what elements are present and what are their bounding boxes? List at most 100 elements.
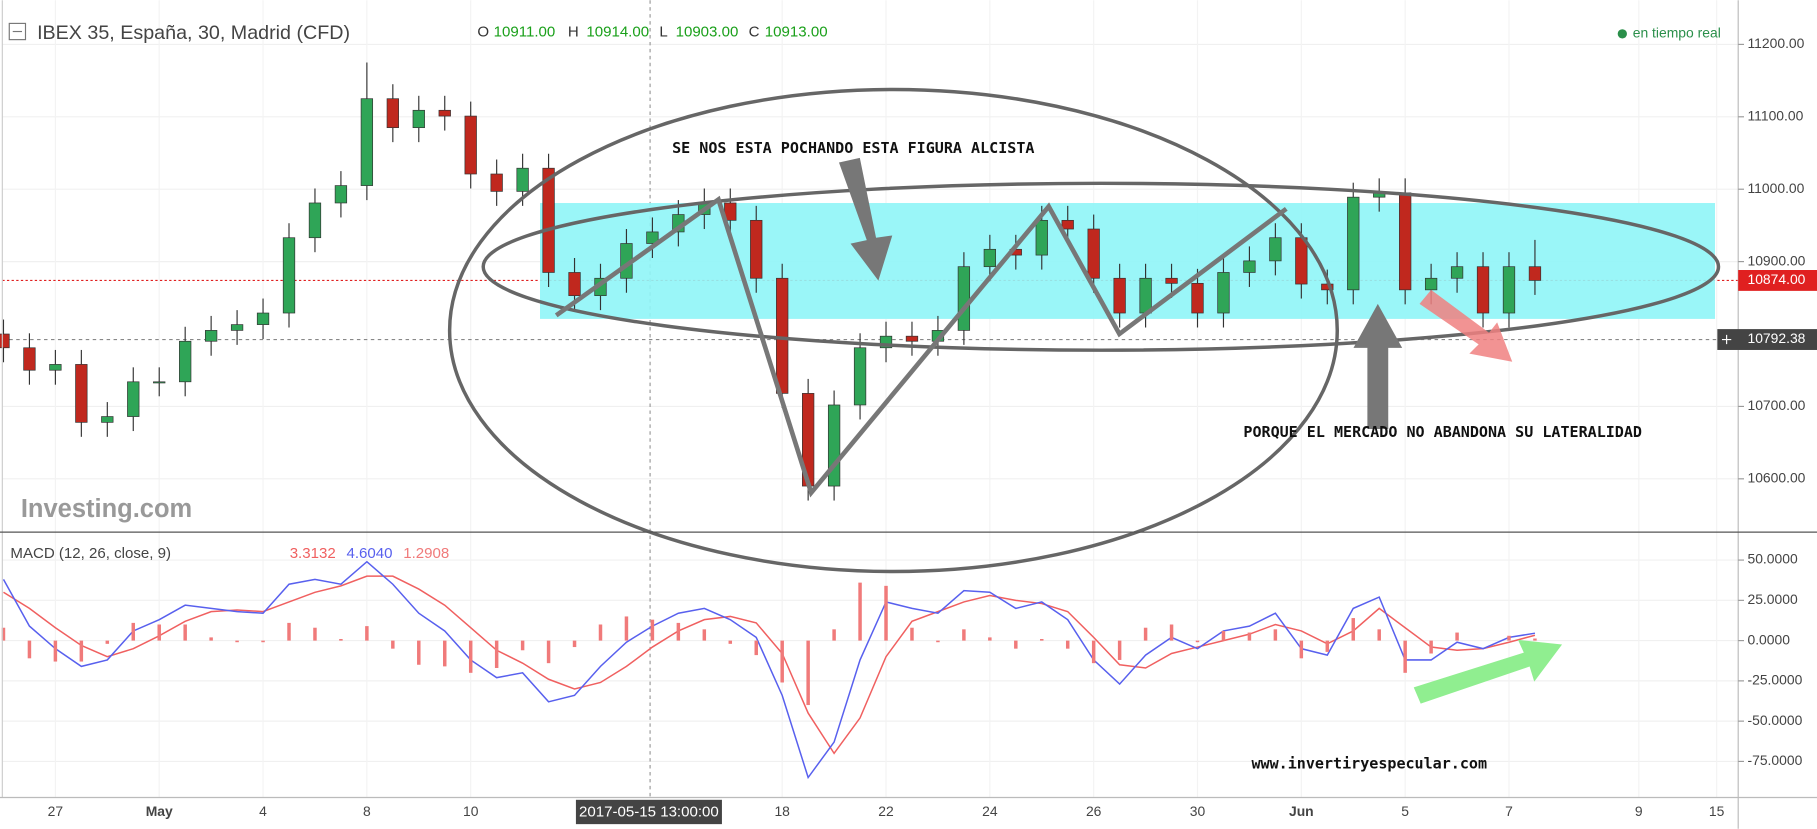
- y-tick-label: 0.0000: [1747, 631, 1790, 647]
- histogram-bar: [1143, 627, 1148, 641]
- ohlc-value: 10913.00: [765, 24, 828, 41]
- histogram-bar: [546, 640, 551, 664]
- histogram-bar: [598, 624, 603, 641]
- candle-body: [1217, 272, 1230, 314]
- candle-body: [1269, 237, 1282, 262]
- legend-value: 1.2908: [403, 545, 449, 562]
- arrow: [1353, 303, 1403, 429]
- y-tick-label: -50.0000: [1747, 712, 1802, 728]
- y-tick-label: 10700.00: [1747, 397, 1805, 413]
- macd-title: MACD (12, 26, close, 9): [10, 545, 171, 562]
- candle-body: [1347, 196, 1360, 291]
- candle-body: [1165, 277, 1178, 284]
- candle-body: [49, 364, 62, 371]
- overlay-layer: O 10911.00 H 10914.00 L 10903.00 C 10913.00 1060…: [48, 24, 1817, 825]
- candle-body: [23, 347, 36, 371]
- histogram-bar: [235, 640, 239, 643]
- histogram-bar: [858, 582, 862, 641]
- candle-body: [542, 167, 555, 273]
- candle-body: [386, 98, 399, 129]
- histogram-bar: [624, 616, 629, 641]
- candle-body: [1191, 282, 1204, 314]
- histogram-bar: [962, 629, 966, 641]
- y-tick-label: 25.0000: [1747, 591, 1797, 607]
- candle-body: [282, 237, 296, 314]
- histogram-bar: [572, 640, 577, 648]
- x-tick-label: 7: [1505, 803, 1513, 819]
- zigzag: [554, 195, 1288, 498]
- candle-body: [101, 416, 114, 423]
- x-tick-label: 22: [878, 803, 894, 819]
- x-tick-label: 4: [259, 803, 267, 819]
- histogram-bar: [339, 638, 343, 641]
- candle-body: [334, 185, 348, 204]
- arrow: [1413, 639, 1563, 704]
- histogram-bar: [365, 626, 369, 641]
- last-price-box: [1738, 270, 1817, 291]
- x-tick-label: 18: [774, 803, 790, 819]
- candle-body: [308, 202, 322, 239]
- histogram-bar: [1455, 632, 1459, 641]
- histogram-bar: [1169, 624, 1174, 641]
- candle-body: [75, 364, 88, 423]
- x-tick-label: 5: [1401, 803, 1409, 819]
- annotation: www.invertiryespecular.com: [1252, 754, 1488, 772]
- histogram-bar: [702, 629, 707, 641]
- candle-body: [1502, 266, 1516, 314]
- histogram-bar: [650, 619, 655, 641]
- y-tick-label: 50.0000: [1747, 551, 1797, 567]
- histogram-bar: [1091, 640, 1096, 664]
- crosshair-time-label: 2017-05-15 13:00:00: [579, 804, 719, 821]
- collapse-icon[interactable]: [8, 22, 27, 41]
- histogram-bar: [261, 640, 265, 643]
- ohlc-key: C: [749, 24, 760, 41]
- candle-body: [1476, 266, 1490, 314]
- histogram-bar: [391, 640, 395, 649]
- candle-body: [568, 272, 581, 296]
- histogram-bar: [494, 640, 499, 668]
- y-tick-label: 10600.00: [1747, 469, 1805, 485]
- histogram-bar: [79, 640, 84, 662]
- candle-body: [412, 109, 425, 129]
- histogram-bar: [209, 637, 213, 641]
- histogram-bar: [1247, 632, 1252, 641]
- y-tick-label: 10900.00: [1747, 252, 1805, 268]
- histogram-bar: [443, 640, 447, 667]
- drawings: [447, 87, 1721, 704]
- macd-line: [3, 575, 1536, 755]
- histogram-bar: [1221, 630, 1226, 641]
- candle-body: [153, 381, 166, 384]
- histogram-bar: [287, 622, 291, 641]
- histogram-bar: [183, 624, 187, 641]
- x-tick-label: 26: [1086, 803, 1102, 819]
- ohlc-value: 10911.00: [494, 24, 556, 41]
- candle-body: [256, 312, 270, 325]
- histogram-bar: [1014, 640, 1018, 649]
- candle-body: [0, 333, 10, 349]
- x-tick-label: 24: [982, 803, 998, 819]
- candle-body: [853, 347, 867, 406]
- histogram-bar: [53, 640, 58, 662]
- marks-layer: [0, 62, 1542, 780]
- candle-body: [646, 231, 659, 244]
- candle-body: [464, 115, 477, 175]
- status-dot: [1617, 29, 1627, 39]
- histogram-bar: [131, 622, 136, 641]
- y-tick-label: 11000.00: [1747, 180, 1804, 196]
- candle-body: [179, 340, 192, 383]
- histogram-bar: [1065, 640, 1070, 649]
- last-price-label: 10874.00: [1747, 271, 1805, 287]
- candle-body: [360, 98, 374, 186]
- ohlc-value: 10914.00: [586, 24, 649, 41]
- histogram-bar: [988, 637, 992, 641]
- histogram-bar: [313, 627, 317, 641]
- y-tick-label: -25.0000: [1747, 672, 1802, 688]
- y-tick-label: -75.0000: [1747, 752, 1802, 768]
- y-tick-label: 11100.00: [1747, 107, 1803, 123]
- crosshair-time-box: [575, 799, 722, 825]
- histogram-bar: [1195, 640, 1200, 643]
- x-tick-label: 10: [463, 803, 479, 819]
- histogram-bar: [520, 640, 525, 651]
